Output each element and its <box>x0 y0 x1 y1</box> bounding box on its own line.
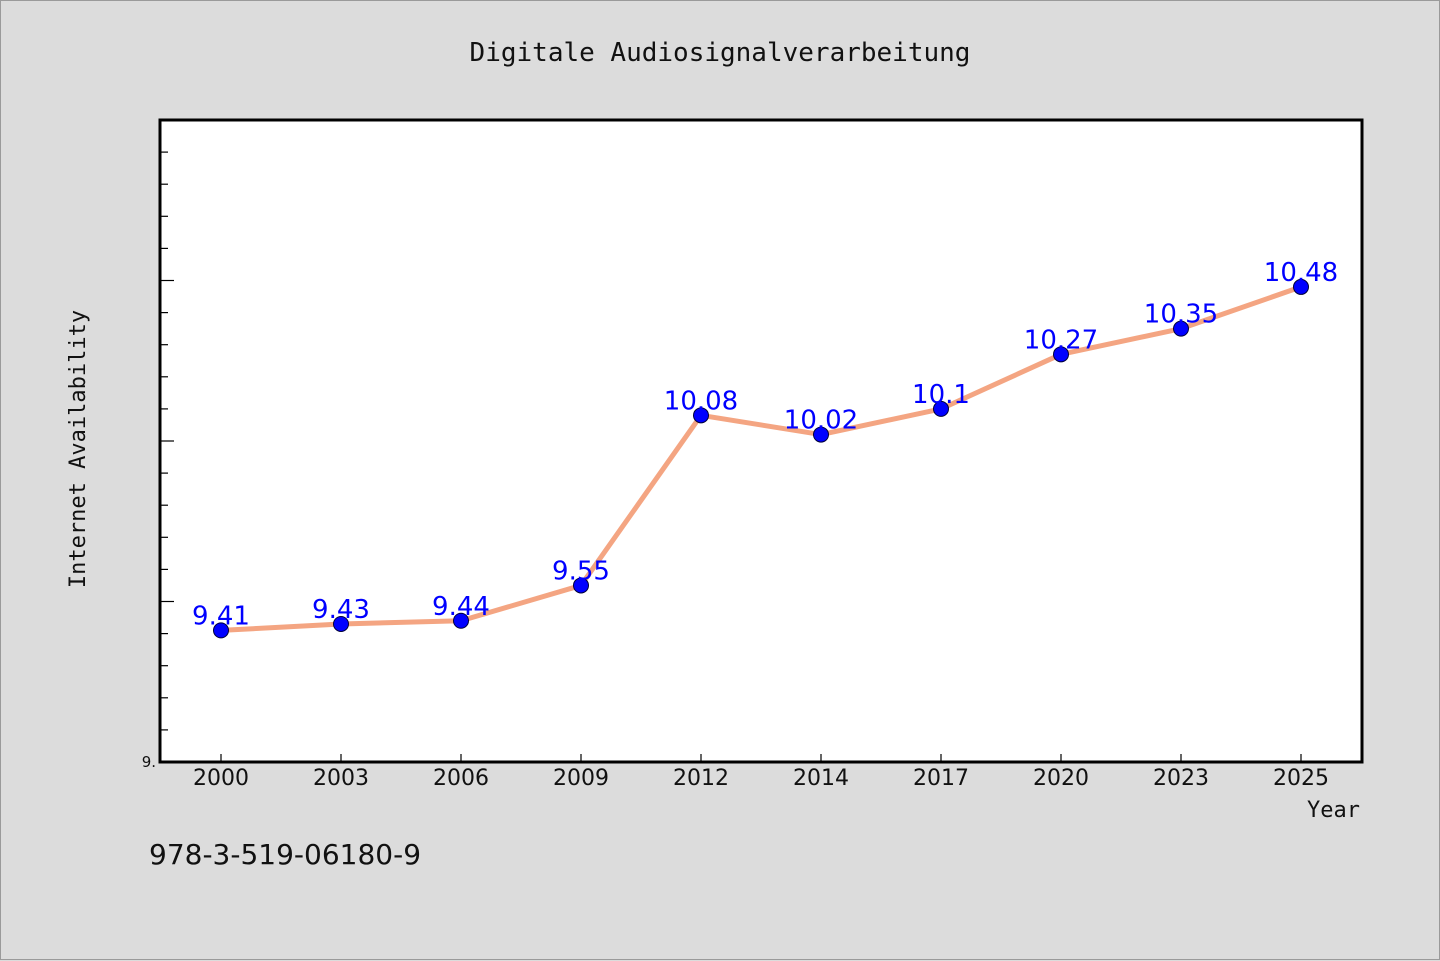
chart-title: Digitale Audiosignalverarbeitung <box>470 38 971 68</box>
x-tick-label: 2014 <box>793 766 849 791</box>
data-point <box>333 615 349 632</box>
data-point <box>813 426 829 443</box>
x-tick-label: 2020 <box>1033 766 1089 791</box>
x-tick-label: 2009 <box>553 766 609 791</box>
y-axis-ticks: 9. <box>142 151 174 771</box>
series-line <box>220 284 1302 633</box>
isbn-text: 978-3-519-06180-9 <box>149 838 421 871</box>
data-label: 10.02 <box>784 406 858 436</box>
data-point <box>1053 346 1069 363</box>
x-tick-label: 2025 <box>1273 766 1329 791</box>
x-tick-label: 2000 <box>193 766 249 791</box>
data-label: 10.1 <box>912 380 970 410</box>
data-label: 9.43 <box>312 595 370 625</box>
data-label: 10.48 <box>1264 258 1338 288</box>
data-point <box>453 612 469 629</box>
x-tick-label: 2003 <box>313 766 369 791</box>
data-label: 9.41 <box>192 601 250 631</box>
series-layer: 9.41 9.43 9.44 9.55 10.08 10.02 10.1 10.27 10.35… <box>192 258 1338 639</box>
data-label: 10.35 <box>1144 300 1218 330</box>
x-axis-label: Year <box>1307 798 1360 823</box>
data-label: 9.44 <box>432 592 490 622</box>
data-point <box>1293 278 1309 295</box>
data-point <box>573 577 589 594</box>
data-label: 9.55 <box>552 556 610 586</box>
data-label: 10.08 <box>664 386 738 416</box>
data-point <box>933 400 949 417</box>
x-tick-label: 2017 <box>913 766 969 791</box>
x-tick-label: 2006 <box>433 766 489 791</box>
x-axis-ticks: 2000 2003 2006 2009 2012 2014 2017 2020 2023 2025 <box>193 754 1329 791</box>
data-point <box>213 622 229 639</box>
plot-area <box>158 118 1364 764</box>
y-tick-label: 9. <box>142 753 156 771</box>
y-axis-label: Internet Availability <box>66 310 91 588</box>
data-point <box>693 407 709 424</box>
data-point <box>1173 320 1189 337</box>
data-label: 10.27 <box>1024 325 1098 355</box>
x-tick-label: 2023 <box>1153 766 1209 791</box>
x-tick-label: 2012 <box>673 766 729 791</box>
